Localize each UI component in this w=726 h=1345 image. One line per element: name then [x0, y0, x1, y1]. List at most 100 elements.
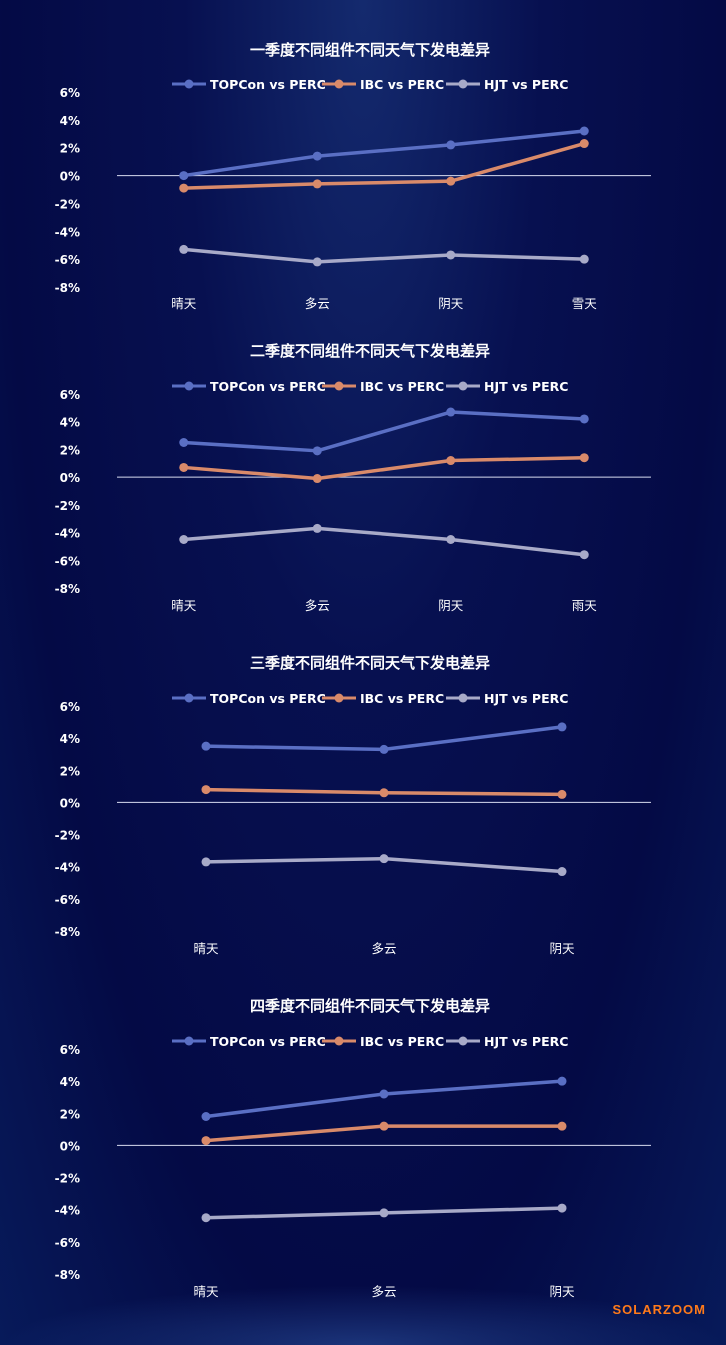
data-point	[201, 857, 211, 867]
data-point	[179, 244, 189, 254]
legend-label: IBC vs PERC	[360, 1034, 444, 1049]
data-point	[579, 453, 589, 463]
chart-4: 四季度不同组件不同天气下发电差异 TOPCon vs PERC IBC vs PER…	[55, 997, 651, 1299]
y-tick-label: -2%	[55, 197, 80, 211]
y-tick-label: -2%	[55, 499, 80, 513]
legend-label: TOPCon vs PERC	[210, 379, 326, 394]
y-tick-label: 2%	[60, 142, 80, 156]
data-point	[312, 474, 322, 484]
data-point	[446, 535, 456, 544]
data-point	[557, 1203, 567, 1213]
data-point	[179, 183, 189, 193]
chart-2: 二季度不同组件不同天气下发电差异 TOPCon vs PERC IBC vs PER…	[55, 342, 651, 613]
series-line	[183, 141, 585, 190]
data-point	[557, 722, 567, 732]
legend-label: HJT vs PERC	[484, 691, 568, 706]
data-point	[179, 535, 189, 544]
data-point	[446, 456, 456, 466]
y-tick-label: -6%	[55, 554, 80, 568]
x-tick-label: 雨天	[572, 598, 598, 613]
legend-label: IBC vs PERC	[360, 379, 444, 394]
legend-label: HJT vs PERC	[484, 379, 568, 394]
y-tick-label: -4%	[55, 225, 80, 239]
data-point	[312, 151, 322, 161]
chart-title: 四季度不同组件不同天气下发电差异	[250, 997, 490, 1015]
y-tick-label: 6%	[60, 86, 80, 100]
data-point	[446, 140, 456, 150]
y-tick-label: -8%	[55, 1268, 80, 1282]
data-point	[379, 1208, 389, 1218]
background-glow	[0, 1285, 726, 1345]
x-tick-label: 阴天	[438, 296, 464, 311]
y-tick-label: -8%	[55, 281, 80, 295]
data-point	[557, 1121, 567, 1131]
legend-label: HJT vs PERC	[484, 1034, 568, 1049]
y-tick-label: 6%	[60, 700, 80, 714]
legend-marker	[334, 693, 344, 703]
data-point	[446, 250, 456, 260]
legend-label: HJT vs PERC	[484, 77, 568, 92]
x-tick-label: 晴天	[193, 941, 219, 956]
data-point	[379, 744, 389, 754]
data-point	[557, 789, 567, 799]
x-tick-label: 晴天	[171, 598, 197, 613]
y-tick-label: 4%	[60, 416, 80, 430]
y-tick-label: 0%	[60, 1139, 80, 1153]
series-line	[183, 410, 585, 453]
y-tick-label: -6%	[55, 253, 80, 267]
legend-marker	[184, 381, 194, 391]
data-point	[579, 254, 589, 264]
data-point	[201, 1213, 211, 1223]
series-line	[183, 129, 585, 178]
data-point	[446, 176, 456, 186]
data-point	[201, 785, 211, 795]
data-point	[557, 867, 567, 877]
x-tick-label: 多云	[371, 941, 396, 956]
y-tick-label: 2%	[60, 443, 80, 457]
watermark-logo: SOLARZOOM	[612, 1302, 706, 1317]
legend-marker	[458, 1036, 468, 1046]
series-line	[183, 526, 585, 557]
legend-label: IBC vs PERC	[360, 691, 444, 706]
y-tick-label: 0%	[60, 170, 80, 184]
y-tick-label: -2%	[55, 1172, 80, 1186]
y-tick-label: -4%	[55, 1204, 80, 1218]
data-point	[579, 414, 589, 424]
data-point	[312, 523, 322, 533]
x-tick-label: 阴天	[549, 1284, 575, 1299]
y-tick-label: 4%	[60, 114, 80, 128]
data-point	[312, 179, 322, 189]
chart-3: 三季度不同组件不同天气下发电差异 TOPCon vs PERC IBC vs PER…	[55, 654, 651, 956]
data-point	[379, 854, 389, 864]
chart-title: 二季度不同组件不同天气下发电差异	[250, 342, 490, 360]
data-point	[179, 171, 189, 181]
y-tick-label: 4%	[60, 1075, 80, 1089]
legend-marker	[184, 79, 194, 89]
legend-label: TOPCon vs PERC	[210, 1034, 326, 1049]
y-tick-label: 0%	[60, 796, 80, 810]
y-tick-label: -8%	[55, 582, 80, 596]
y-tick-label: 2%	[60, 1107, 80, 1121]
data-point	[579, 550, 589, 560]
legend-label: TOPCon vs PERC	[210, 691, 326, 706]
legend-marker	[458, 79, 468, 89]
legend-label: IBC vs PERC	[360, 77, 444, 92]
y-tick-label: -6%	[55, 1236, 80, 1250]
y-tick-label: 2%	[60, 764, 80, 778]
y-tick-label: -4%	[55, 527, 80, 541]
y-tick-label: 4%	[60, 732, 80, 746]
data-point	[446, 407, 456, 417]
series-line	[183, 247, 585, 264]
series-line	[183, 455, 585, 481]
data-point	[179, 462, 189, 472]
legend-marker	[334, 1036, 344, 1046]
data-point	[379, 1121, 389, 1131]
x-tick-label: 多云	[371, 1284, 396, 1299]
y-tick-label: 6%	[60, 1043, 80, 1057]
data-point	[379, 1089, 389, 1099]
legend-marker	[184, 1036, 194, 1046]
data-point	[201, 741, 211, 751]
data-point	[312, 257, 322, 267]
x-tick-label: 阴天	[438, 598, 464, 613]
data-point	[557, 1076, 567, 1086]
